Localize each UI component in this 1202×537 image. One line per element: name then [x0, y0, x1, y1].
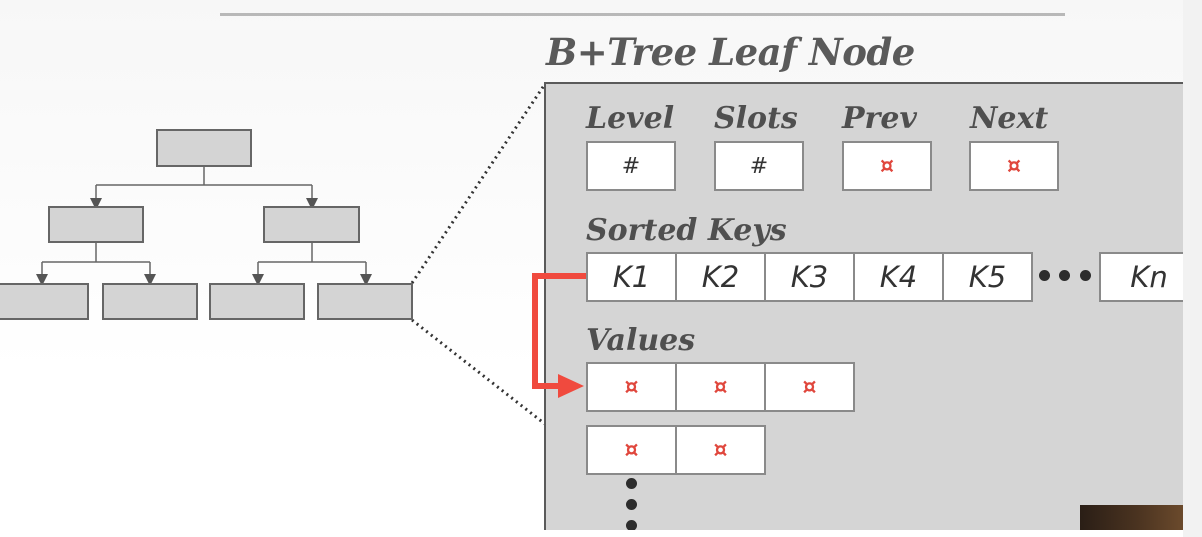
ellipsis-dot	[1080, 270, 1091, 281]
tree-root-node	[156, 129, 252, 167]
ellipsis-dot	[1059, 270, 1070, 281]
key-to-value-arrow	[532, 273, 586, 398]
sorted-keys-label: Sorted Keys	[586, 213, 787, 248]
prev-pointer: ¤	[842, 141, 932, 191]
vertical-ellipsis-dot	[626, 520, 637, 530]
value-pointer: ¤	[675, 362, 766, 412]
level-label: Level	[586, 101, 675, 136]
key-cell: K1	[586, 252, 677, 302]
top-divider	[220, 13, 1065, 16]
next-label: Next	[970, 101, 1049, 136]
next-pointer: ¤	[969, 141, 1059, 191]
tree-leaf-node-4	[317, 283, 413, 320]
slide: B+Tree Leaf Node	[0, 0, 1183, 530]
vertical-ellipsis-dot	[626, 478, 637, 489]
value-pointer: ¤	[764, 362, 855, 412]
slots-label: Slots	[714, 101, 798, 136]
tree-connectors	[36, 83, 547, 426]
key-cell: K2	[675, 252, 766, 302]
key-cell: K4	[853, 252, 944, 302]
bottom-edge-strip	[0, 530, 1183, 537]
key-cell-last: Kn	[1099, 252, 1183, 302]
tree-leaf-node-3	[209, 283, 305, 320]
presenter-video-thumbnail	[1080, 505, 1183, 530]
key-cell: K5	[942, 252, 1033, 302]
level-value: #	[586, 141, 676, 191]
tree-leaf-node-2	[102, 283, 198, 320]
slide-title: B+Tree Leaf Node	[546, 30, 915, 74]
key-cell: K3	[764, 252, 855, 302]
value-pointer: ¤	[586, 362, 677, 412]
vertical-ellipsis-dot	[626, 499, 637, 510]
value-pointer: ¤	[586, 425, 677, 475]
slots-value: #	[714, 141, 804, 191]
prev-label: Prev	[842, 101, 917, 136]
values-label: Values	[586, 323, 696, 358]
ellipsis-dot	[1039, 270, 1050, 281]
tree-inner-node-right	[263, 206, 360, 243]
tree-leaf-node-1	[0, 283, 89, 320]
right-edge-strip	[1183, 0, 1202, 537]
tree-inner-node-left	[48, 206, 144, 243]
value-pointer: ¤	[675, 425, 766, 475]
